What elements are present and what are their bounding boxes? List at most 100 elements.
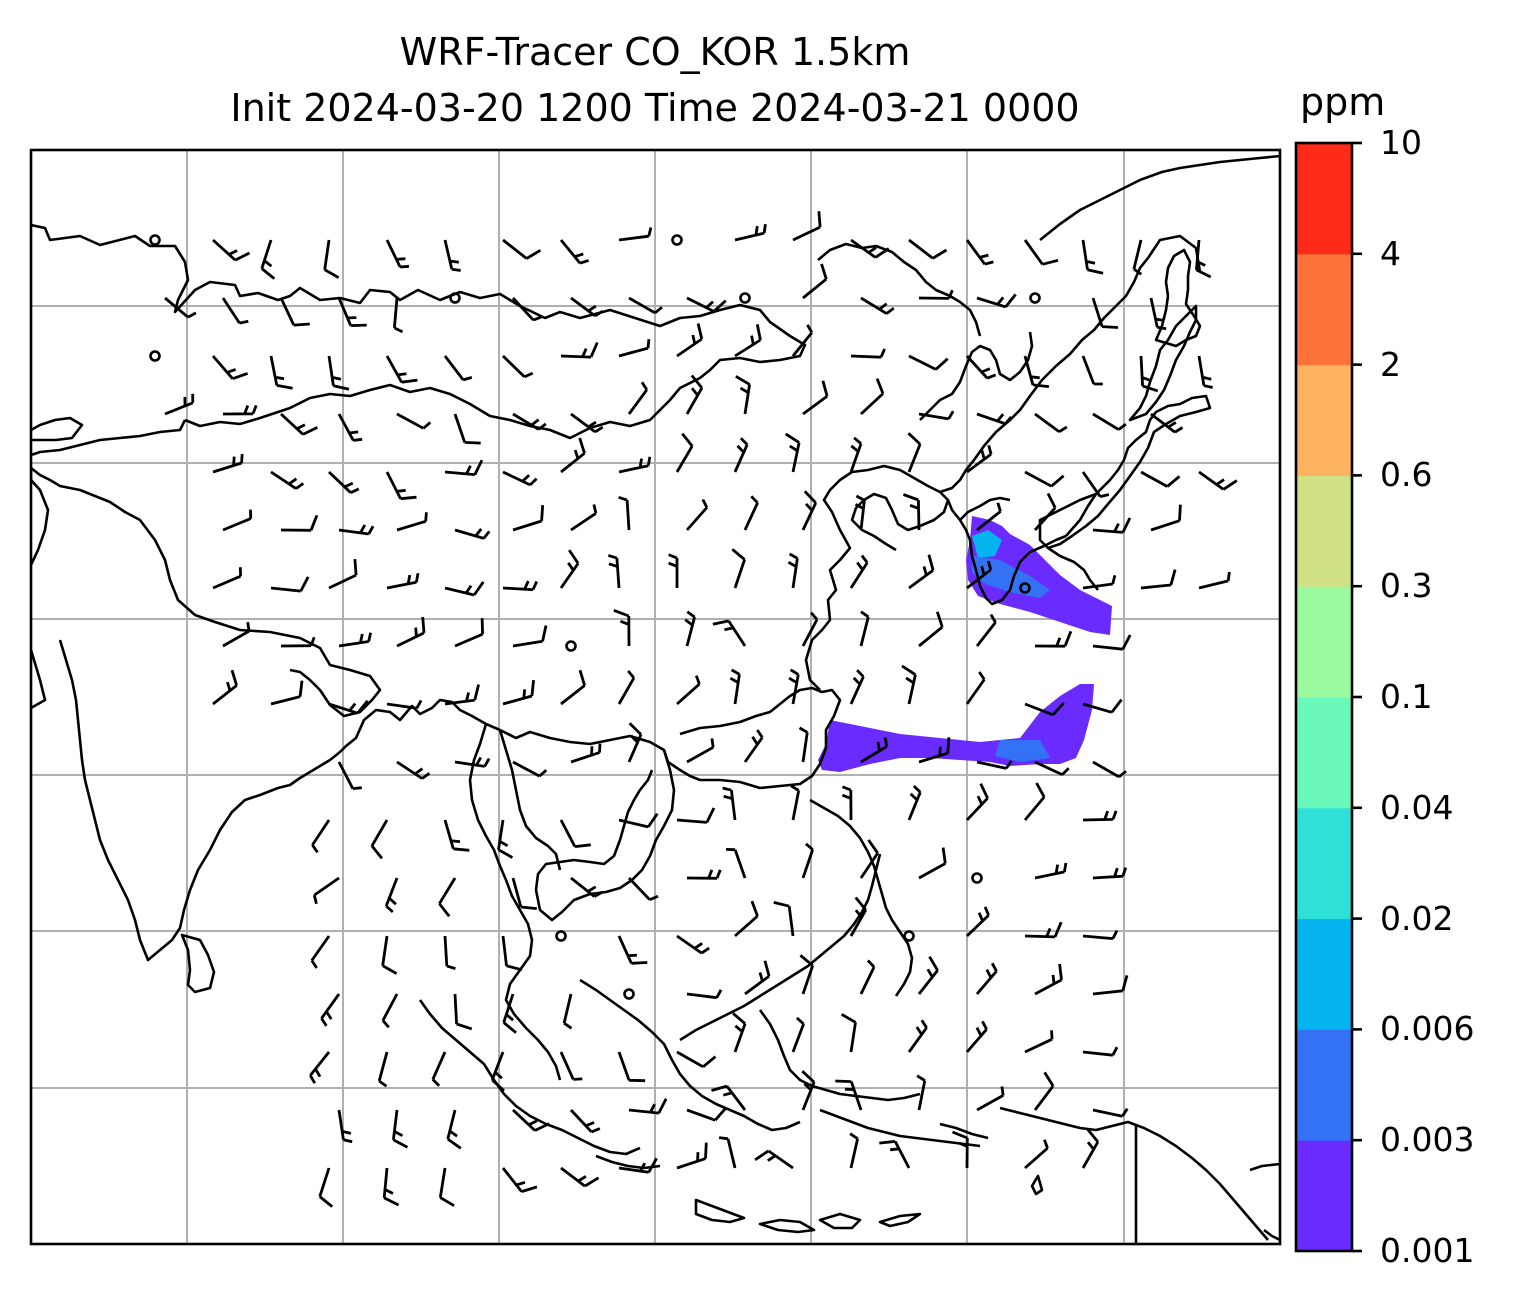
wind-barb xyxy=(798,726,809,763)
chart-title-line2: Init 2024-03-20 1200 Time 2024-03-21 000… xyxy=(230,86,1080,130)
wind-barb xyxy=(1197,355,1213,389)
wind-barb xyxy=(1082,698,1123,714)
wind-barb xyxy=(732,1012,747,1053)
co-tracer-plume xyxy=(818,516,1112,772)
wind-barb xyxy=(502,580,538,592)
calm-wind-circle xyxy=(739,292,751,304)
wind-barb xyxy=(270,576,310,593)
wind-barb xyxy=(562,993,573,1030)
wind-barb xyxy=(1082,574,1117,590)
wind-barb xyxy=(337,1109,353,1144)
wind-barb xyxy=(1034,760,1070,776)
wind-barb xyxy=(385,471,417,501)
wind-barb xyxy=(337,413,363,442)
colorbar-segment xyxy=(1296,253,1352,366)
wind-barb xyxy=(502,470,538,487)
calm-wind-circle xyxy=(623,988,635,1000)
wind-barb xyxy=(270,680,304,706)
wind-barb xyxy=(966,560,993,590)
wind-barb xyxy=(849,1132,859,1169)
wind-barb xyxy=(1081,355,1103,386)
wind-barb xyxy=(222,509,253,532)
wind-barb xyxy=(790,784,801,821)
chart-title-line1: WRF-Tracer CO_KOR 1.5km xyxy=(399,30,911,74)
wind-barb xyxy=(443,355,473,382)
wind-barb xyxy=(734,224,767,242)
wind-barb xyxy=(618,339,651,358)
wind-barb xyxy=(497,819,514,859)
wind-barb xyxy=(370,819,389,860)
wind-barb xyxy=(627,722,643,763)
wind-barb xyxy=(879,1140,911,1169)
map-frame xyxy=(29,148,1282,1246)
wind-barb xyxy=(849,896,868,937)
wind-barb xyxy=(454,528,491,540)
plume-core-blue-south xyxy=(995,740,1050,762)
colorbar-tick-label: 0.04 xyxy=(1380,787,1454,827)
calm-wind-circle xyxy=(149,350,161,362)
calm-wind-circle xyxy=(903,930,915,942)
wind-barb xyxy=(850,238,890,259)
wind-barb xyxy=(965,783,989,821)
wind-barb xyxy=(676,807,716,824)
wind-barb xyxy=(799,954,815,995)
wind-barb xyxy=(511,297,543,322)
colorbar-segment xyxy=(1296,475,1352,587)
colorbar-tick-label: 0.1 xyxy=(1380,677,1433,716)
wind-barb xyxy=(1092,760,1127,779)
wind-barb xyxy=(269,355,293,390)
wind-barb xyxy=(312,876,340,905)
wind-barb xyxy=(801,490,818,531)
wind-barb xyxy=(907,432,922,473)
wind-barb xyxy=(627,381,648,415)
wind-barb xyxy=(685,498,709,531)
wind-barb xyxy=(907,784,922,821)
wind-barb xyxy=(966,906,990,938)
calm-wind-circle xyxy=(449,292,461,304)
wind-barb xyxy=(675,432,694,473)
wind-barb xyxy=(164,296,197,319)
wind-barb xyxy=(802,263,828,300)
wind-barb xyxy=(711,1084,747,1111)
wind-barb xyxy=(1082,929,1119,940)
wind-barb xyxy=(501,935,523,972)
wind-barb xyxy=(908,354,949,371)
wind-barb xyxy=(438,877,457,918)
colorbar-segment xyxy=(1296,918,1352,1030)
wind-barb xyxy=(1092,412,1127,431)
wind-barb xyxy=(902,493,921,531)
wind-barb xyxy=(1081,1128,1100,1169)
wind-barb xyxy=(310,935,331,969)
wind-barb xyxy=(668,553,679,588)
wind-barb xyxy=(570,743,602,764)
wind-barb xyxy=(279,297,310,327)
wind-barb xyxy=(1140,569,1177,590)
wind-barb xyxy=(1081,239,1104,275)
calm-wind-circle xyxy=(555,930,567,942)
wind-barb xyxy=(570,876,604,898)
wind-barb xyxy=(617,670,636,705)
wind-barb xyxy=(260,239,276,280)
wind-barb xyxy=(976,412,1013,426)
wind-barb xyxy=(729,668,741,705)
wind-barb xyxy=(965,355,997,380)
wind-barb xyxy=(841,1013,857,1053)
wind-barb xyxy=(446,1109,462,1150)
colorbar-segment xyxy=(1296,697,1352,809)
wind-barb xyxy=(338,632,372,648)
wind-barb xyxy=(1082,810,1118,822)
wind-barb xyxy=(1140,470,1181,488)
calm-wind-circle xyxy=(1019,582,1031,594)
colorbar-tick-label: 0.001 xyxy=(1380,1231,1475,1270)
wind-barb xyxy=(443,239,461,272)
plume-patch-north xyxy=(966,516,1112,635)
wind-barb xyxy=(686,869,722,880)
wind-barb xyxy=(1091,297,1119,329)
wind-barb xyxy=(917,955,939,995)
wind-barb xyxy=(918,611,944,648)
wind-barb xyxy=(1023,355,1050,388)
wind-barb xyxy=(512,760,548,778)
wind-barb xyxy=(733,437,749,473)
wind-barb xyxy=(801,611,819,647)
wind-barb xyxy=(444,684,480,706)
